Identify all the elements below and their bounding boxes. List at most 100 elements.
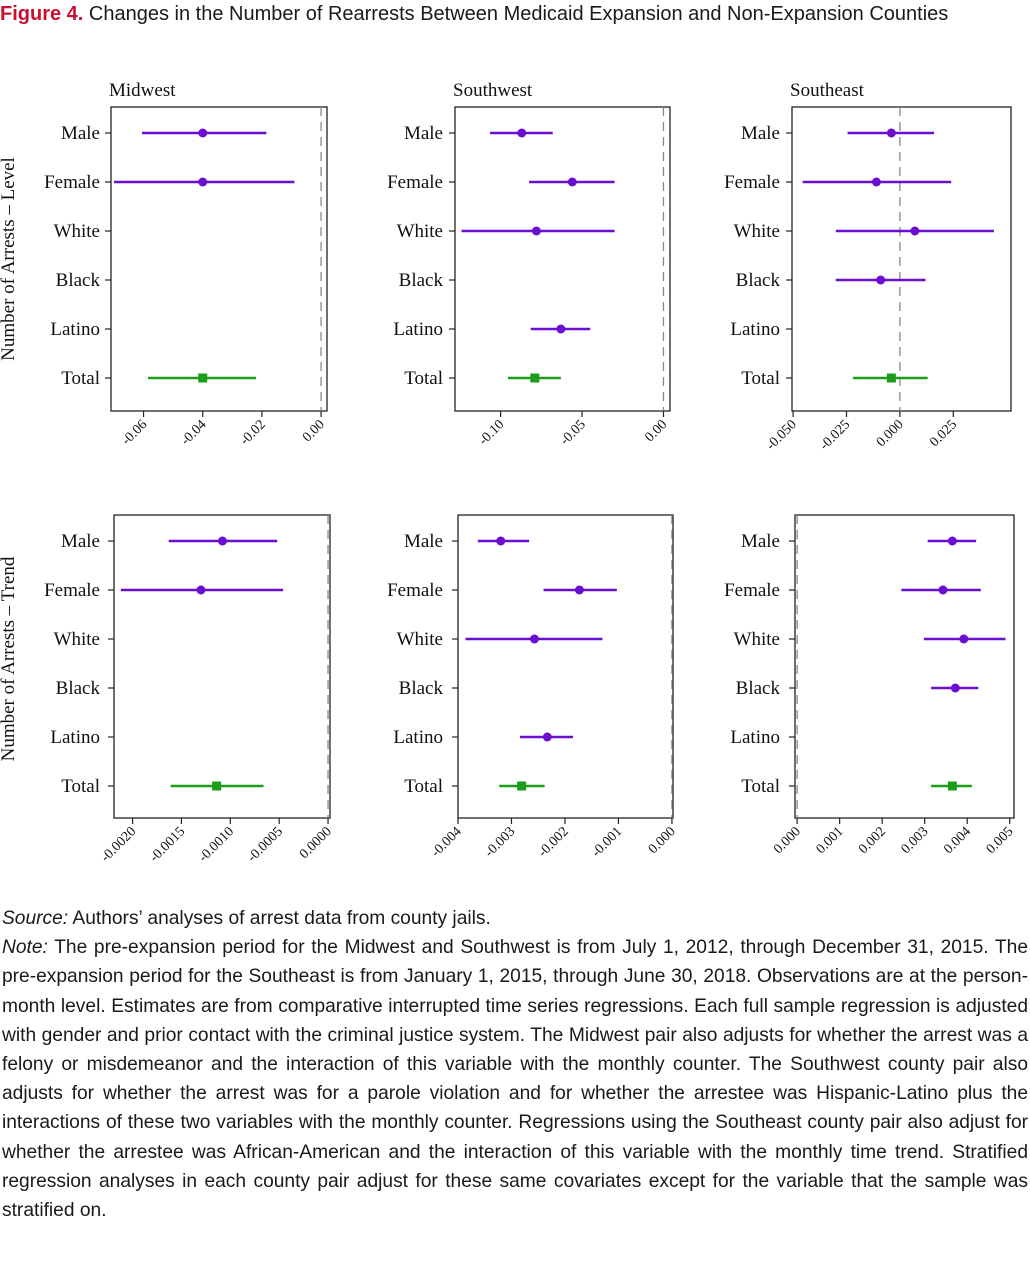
subgroup-estimate-marker	[910, 226, 920, 236]
subgroup-estimate-marker	[217, 536, 227, 546]
x-tick-label: 0.002	[856, 824, 889, 857]
subgroup-estimate-marker	[556, 324, 566, 334]
subgroup-estimate-marker	[871, 177, 881, 187]
x-tick-label: -0.002	[536, 824, 572, 860]
category-label: Black	[736, 270, 781, 291]
category-label: Male	[404, 123, 443, 144]
subgroup-estimate-marker	[567, 177, 577, 187]
category-label: Black	[399, 678, 444, 699]
x-tick-label: 0.005	[984, 824, 1017, 857]
subgroup-estimate-marker	[938, 585, 948, 595]
category-label: Latino	[50, 319, 100, 340]
x-tick-label: -0.06	[119, 417, 150, 448]
category-label: Female	[44, 172, 100, 193]
subgroup-estimate-marker	[517, 128, 527, 138]
category-label: Female	[44, 580, 100, 601]
x-tick-label: 0.000	[646, 824, 679, 857]
subgroup-estimate-marker	[542, 732, 552, 742]
x-tick-label: -0.0015	[147, 824, 188, 865]
row-axis-label: Number of Arrests – Level	[0, 157, 19, 361]
note-label: Note:	[2, 937, 48, 959]
subgroup-estimate-marker	[950, 683, 960, 693]
x-tick-label: -0.003	[482, 824, 518, 860]
category-label: White	[734, 221, 780, 242]
category-label: Female	[387, 172, 443, 193]
figure-label: Figure 4.	[0, 3, 84, 25]
category-label: Male	[61, 531, 100, 552]
figure-caption: Figure 4. Changes in the Number of Rearr…	[0, 0, 1030, 28]
category-label: Latino	[730, 727, 780, 748]
source-note: Source: Authors’ analyses of arrest data…	[2, 904, 1028, 933]
subgroup-estimate-marker	[574, 585, 584, 595]
x-tick-label: -0.10	[476, 417, 507, 448]
category-label: White	[54, 221, 100, 242]
panel-frame	[113, 514, 331, 819]
x-tick-label: 0.0000	[297, 824, 335, 862]
x-tick-label: -0.02	[237, 417, 268, 448]
subgroup-estimate-marker	[886, 128, 896, 138]
x-tick-label: -0.004	[429, 824, 465, 860]
panel-title: Southwest	[453, 80, 533, 101]
category-label: White	[397, 629, 443, 650]
category-label: White	[734, 629, 780, 650]
figure-notes: Source: Authors’ analyses of arrest data…	[2, 904, 1028, 1225]
category-label: Total	[741, 368, 780, 389]
total-estimate-marker	[198, 373, 208, 383]
x-tick-label: 0.000	[771, 824, 804, 857]
category-label: Total	[61, 776, 100, 797]
x-tick-label: 0.00	[300, 417, 328, 445]
x-tick-label: -0.001	[589, 824, 625, 860]
subgroup-estimate-marker	[959, 634, 969, 644]
total-estimate-marker	[212, 781, 222, 791]
category-label: Female	[724, 580, 780, 601]
method-note: Note: The pre-expansion period for the M…	[2, 933, 1028, 1225]
x-tick-label: 0.004	[941, 824, 974, 857]
x-tick-label: -0.025	[817, 417, 853, 453]
total-estimate-marker	[947, 781, 957, 791]
figure-title: Changes in the Number of Rearrests Betwe…	[88, 3, 949, 25]
panel-frame	[791, 106, 1012, 412]
category-label: Total	[404, 776, 443, 797]
total-estimate-marker	[517, 781, 527, 791]
category-label: Black	[399, 270, 444, 291]
category-label: Latino	[393, 727, 443, 748]
x-tick-label: 0.001	[814, 824, 847, 857]
panel-frame	[454, 106, 671, 412]
category-label: Latino	[50, 727, 100, 748]
figure-canvas: Midwest Male Female White Black Latino Total -0…	[0, 80, 1017, 865]
x-tick-label: 0.025	[927, 417, 960, 450]
x-tick-label: -0.050	[764, 417, 800, 453]
category-label: White	[54, 629, 100, 650]
subgroup-estimate-marker	[529, 634, 539, 644]
x-tick-label: -0.0005	[245, 824, 286, 865]
category-label: Latino	[730, 319, 780, 340]
x-tick-label: -0.0010	[196, 824, 237, 865]
category-label: Total	[404, 368, 443, 389]
panel-title: Midwest	[109, 80, 176, 101]
source-label: Source:	[2, 908, 69, 929]
subgroup-estimate-marker	[876, 275, 886, 285]
panel-title: Southeast	[790, 80, 865, 101]
category-label: Black	[56, 270, 101, 291]
total-estimate-marker	[530, 373, 540, 383]
panel-frame	[794, 514, 1015, 819]
panel-frame	[457, 514, 674, 819]
x-tick-label: -0.0020	[98, 824, 139, 865]
subgroup-estimate-marker	[947, 536, 957, 546]
total-estimate-marker	[886, 373, 896, 383]
category-label: Black	[736, 678, 781, 699]
category-label: Total	[61, 368, 100, 389]
category-label: Male	[741, 123, 780, 144]
note-text: The pre-expansion period for the Midwest…	[2, 937, 1028, 1222]
subgroup-estimate-marker	[531, 226, 541, 236]
category-label: Male	[404, 531, 443, 552]
category-label: White	[397, 221, 443, 242]
category-label: Black	[56, 678, 101, 699]
subgroup-estimate-marker	[198, 177, 208, 187]
x-tick-label: -0.04	[178, 417, 209, 448]
category-label: Female	[387, 580, 443, 601]
category-label: Total	[741, 776, 780, 797]
category-label: Male	[741, 531, 780, 552]
category-label: Male	[61, 123, 100, 144]
subgroup-estimate-marker	[196, 585, 206, 595]
